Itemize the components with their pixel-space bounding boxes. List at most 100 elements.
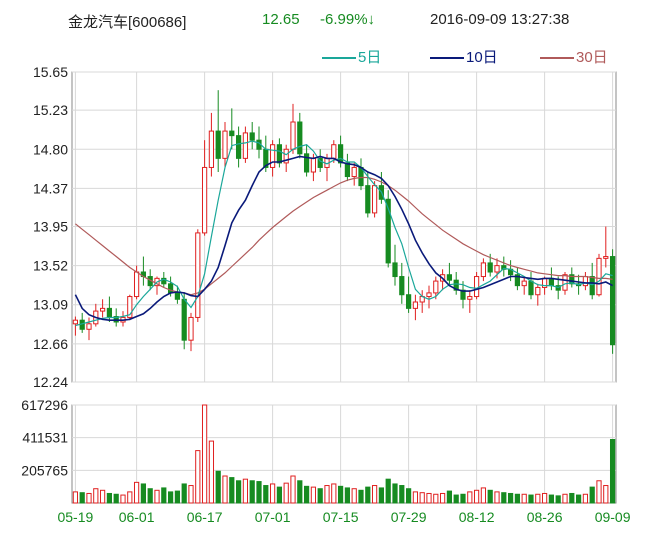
volume-bar	[467, 491, 473, 504]
candle-body	[181, 298, 187, 341]
quote-header: 金龙汽车[600686] 12.65 -6.99%↓ 2016-09-09 13…	[0, 0, 660, 40]
volume-bar	[453, 494, 459, 504]
volume-bar	[378, 487, 385, 504]
date-tick-label: 07-01	[255, 509, 291, 525]
volume-bar	[385, 478, 391, 504]
legend-ma10-swatch	[430, 57, 464, 60]
date-tick-label: 09-09	[595, 509, 631, 525]
candle-body	[161, 277, 167, 285]
candle-body	[453, 279, 459, 291]
price-tick-label: 13.09	[33, 297, 68, 313]
volume-bar	[331, 483, 337, 504]
volume-bar	[283, 482, 289, 504]
volume-bar	[208, 440, 215, 504]
volume-bar	[127, 491, 133, 504]
price-change: -6.99%↓	[320, 11, 376, 28]
candle-body	[195, 232, 201, 318]
volume-bar	[358, 489, 364, 504]
candle-body	[113, 316, 119, 323]
volume-bar	[548, 494, 555, 504]
volume-bar	[582, 493, 589, 504]
volume-bar	[174, 490, 181, 504]
legend-ma30-swatch	[540, 57, 574, 60]
volume-bar	[201, 404, 208, 504]
candle-body	[133, 271, 140, 298]
volume-bar	[229, 477, 235, 504]
legend-ma30: 30日	[540, 46, 608, 67]
candle-body	[229, 130, 235, 137]
volume-bar	[215, 470, 221, 504]
volume-bar	[514, 493, 521, 504]
candle-body	[167, 283, 174, 294]
volume-bar	[596, 480, 602, 504]
price-tick-label: 15.23	[33, 102, 68, 118]
candle-body	[344, 162, 351, 178]
volume-bar	[290, 475, 296, 504]
legend-ma5-label: 5日	[358, 49, 382, 66]
volume-bar	[242, 478, 249, 504]
candle-body	[487, 262, 493, 273]
candle-body	[562, 274, 568, 291]
date-tick-label: 06-17	[187, 509, 223, 525]
legend-ma10: 10日	[430, 46, 498, 67]
volume-bar	[276, 486, 283, 504]
volume-tick-label: 205765	[21, 462, 68, 478]
volume-bar	[147, 488, 153, 504]
price-tick-label: 15.65	[33, 64, 68, 80]
candle-body	[106, 307, 113, 318]
ma5-line	[75, 140, 613, 327]
candle-body	[86, 323, 92, 330]
volume-bar	[106, 492, 113, 504]
volume-tick-label: 411531	[22, 430, 68, 446]
candle-body	[351, 166, 357, 178]
date-tick-label: 05-19	[57, 509, 93, 525]
candle-body	[371, 185, 378, 214]
volume-bar	[344, 487, 351, 504]
volume-bar	[521, 493, 527, 504]
ma10-line	[74, 155, 613, 322]
volume-bar	[541, 492, 548, 504]
volume-bar	[487, 489, 493, 504]
volume-bar	[222, 475, 228, 504]
volume-bar	[310, 486, 317, 504]
date-tick-label: 08-26	[527, 509, 563, 525]
volume-bar	[446, 490, 453, 504]
candle-body	[467, 296, 473, 300]
volume-bar	[412, 491, 419, 504]
volume-bar	[365, 486, 371, 504]
volume-bar	[480, 487, 487, 504]
volume-bar	[392, 483, 398, 504]
candle-body	[426, 292, 432, 298]
volume-bar	[439, 492, 446, 504]
volume-bar	[460, 493, 466, 504]
volume-bar	[419, 492, 425, 504]
candle-body	[249, 132, 255, 141]
date-tick-label: 08-12	[459, 509, 495, 525]
candle-body	[99, 307, 106, 312]
volume-bar	[140, 483, 147, 504]
candle-body	[528, 280, 534, 296]
volume-bar	[303, 485, 310, 504]
legend-ma10-label: 10日	[466, 49, 498, 66]
candle-body	[412, 301, 419, 309]
candle-body	[317, 157, 323, 168]
price-tick-label: 14.80	[33, 141, 68, 157]
volume-bar	[269, 483, 276, 504]
volume-bar	[535, 493, 541, 504]
volume-bar	[161, 487, 167, 504]
candle-body	[290, 121, 296, 150]
candle-body	[596, 257, 602, 296]
volume-bar	[235, 480, 242, 504]
candle-body	[283, 148, 289, 164]
candle-body	[222, 130, 228, 159]
volume-bar	[507, 492, 514, 504]
candle-body	[242, 132, 249, 159]
candle-body	[188, 316, 194, 341]
volume-bar	[154, 489, 160, 504]
price-tick-label: 13.95	[33, 219, 68, 235]
price-tick-label: 14.37	[33, 180, 68, 196]
candle-body	[208, 130, 215, 168]
candle-body	[473, 276, 480, 298]
volume-bar	[263, 485, 269, 504]
